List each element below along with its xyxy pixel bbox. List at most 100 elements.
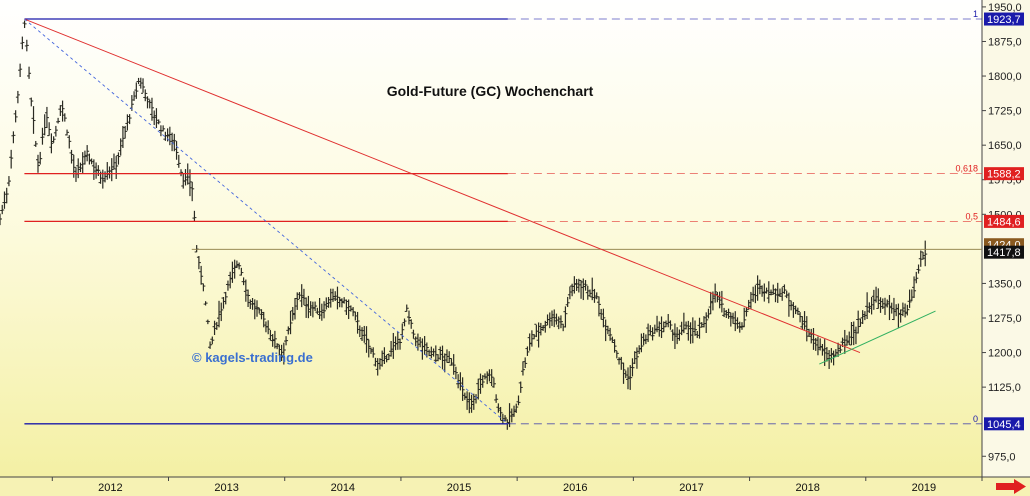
price-bar xyxy=(143,89,148,102)
price-bar xyxy=(621,362,626,384)
price-bar xyxy=(491,377,496,388)
x-tick-label: 2013 xyxy=(214,482,238,494)
price-bar xyxy=(719,290,724,313)
price-bar xyxy=(406,310,411,325)
price-bar xyxy=(0,213,2,226)
price-bar xyxy=(514,403,519,413)
price-bar xyxy=(742,307,747,328)
price-label: 1417,8 xyxy=(984,245,1024,259)
price-bar xyxy=(905,304,910,316)
price-bar xyxy=(583,280,588,291)
price-bar xyxy=(62,113,67,122)
scroll-right-arrow[interactable] xyxy=(996,479,1026,494)
price-bar xyxy=(601,308,606,328)
svg-text:1417,8: 1417,8 xyxy=(987,247,1021,259)
price-bar xyxy=(51,136,56,143)
x-axis-panel xyxy=(0,477,1030,496)
y-tick-label: 1875,0 xyxy=(988,36,1022,48)
price-bar xyxy=(40,127,45,145)
price-bar xyxy=(371,347,376,358)
price-bar xyxy=(713,283,718,303)
price-bar xyxy=(608,327,613,341)
fib-ratio-label: 1 xyxy=(973,9,978,19)
price-bar xyxy=(13,110,18,123)
chart-title: Gold-Future (GC) Wochenchart xyxy=(387,83,594,99)
price-bar xyxy=(650,327,655,341)
price-bar xyxy=(782,284,787,294)
price-bar xyxy=(281,342,286,365)
price-bar xyxy=(141,78,146,94)
price-bar xyxy=(838,345,843,354)
price-bar xyxy=(123,125,128,139)
y-tick-label: 975,0 xyxy=(988,451,1016,463)
price-bar xyxy=(22,20,27,29)
price-bar xyxy=(398,338,403,350)
price-bar xyxy=(272,330,277,349)
trend-lines xyxy=(24,18,936,425)
price-bar xyxy=(525,346,530,356)
y-tick-label: 1950,0 xyxy=(988,2,1022,14)
price-bar xyxy=(6,176,11,187)
price-bar xyxy=(565,296,570,308)
price-bar xyxy=(60,100,65,122)
price-bar xyxy=(18,63,23,77)
price-bar xyxy=(192,210,197,222)
price-bar xyxy=(518,381,523,393)
fib-ratio-label: 0,5 xyxy=(965,211,978,221)
price-bar xyxy=(31,106,36,134)
price-bar xyxy=(494,394,499,403)
price-bar xyxy=(4,187,9,204)
price-bar xyxy=(453,366,458,380)
price-bar xyxy=(38,151,43,165)
price-bar xyxy=(411,329,416,339)
price-bar xyxy=(174,141,179,160)
price-bar xyxy=(795,307,800,315)
price-level-lines: 1 0,618 0,5 0 xyxy=(24,9,982,425)
price-bar xyxy=(47,122,52,137)
price-bar xyxy=(190,181,195,202)
y-tick-label: 1350,0 xyxy=(988,278,1022,290)
price-bar xyxy=(172,133,177,152)
price-bar xyxy=(44,106,49,129)
price-bar xyxy=(916,264,921,274)
price-bar xyxy=(49,133,54,154)
price-bar xyxy=(704,312,709,333)
price-bar xyxy=(65,129,70,136)
price-bar xyxy=(0,204,5,215)
price-bar xyxy=(196,255,201,270)
price-label: 1484,6 xyxy=(984,214,1024,228)
price-bar xyxy=(628,365,633,390)
price-bar xyxy=(402,318,407,327)
price-bar xyxy=(295,292,300,310)
price-bar xyxy=(284,336,289,346)
x-tick-label: 2012 xyxy=(98,482,122,494)
price-bar xyxy=(27,66,32,79)
price-bar xyxy=(223,291,228,305)
price-bar xyxy=(261,311,266,328)
price-bar xyxy=(912,276,917,298)
price-bar xyxy=(35,154,40,173)
uptrend-line xyxy=(819,310,936,365)
svg-text:1923,7: 1923,7 xyxy=(987,14,1021,26)
y-tick-label: 1200,0 xyxy=(988,348,1022,360)
price-bar xyxy=(424,342,429,358)
price-bar xyxy=(210,336,215,345)
x-tick-label: 2018 xyxy=(795,482,819,494)
price-bar xyxy=(29,97,34,107)
price-bar xyxy=(20,36,25,50)
plot-background xyxy=(0,0,982,477)
y-tick-label: 1275,0 xyxy=(988,313,1022,325)
price-bar xyxy=(726,308,731,319)
y-axis-ticks: 1950,01875,01800,01725,01650,01575,01500… xyxy=(982,2,1022,463)
credit-text: © kagels-trading.de xyxy=(192,350,313,365)
price-bar xyxy=(56,117,61,124)
price-bar xyxy=(203,301,208,306)
price-bar xyxy=(239,267,244,276)
price-bar xyxy=(630,358,635,377)
price-bar xyxy=(366,338,371,358)
y-tick-label: 1725,0 xyxy=(988,106,1022,118)
price-bar xyxy=(205,319,210,325)
price-bar xyxy=(208,341,213,349)
